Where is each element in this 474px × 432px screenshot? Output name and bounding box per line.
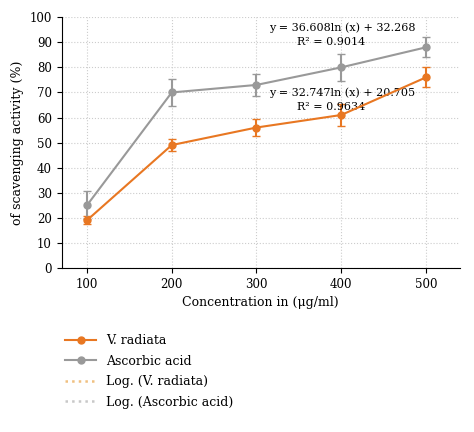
- X-axis label: Concentration in (μg/ml): Concentration in (μg/ml): [182, 296, 339, 309]
- Legend: V. radiata, Ascorbic acid, Log. (V. radiata), Log. (Ascorbic acid): V. radiata, Ascorbic acid, Log. (V. radi…: [60, 329, 238, 414]
- Y-axis label: of scavenging activity (%): of scavenging activity (%): [11, 60, 24, 225]
- Text: y = 36.608ln (x) + 32.268
        R² = 0.9014: y = 36.608ln (x) + 32.268 R² = 0.9014: [269, 22, 415, 47]
- Text: y = 32.747ln (x) + 20.705
        R² = 0.9634: y = 32.747ln (x) + 20.705 R² = 0.9634: [269, 87, 415, 112]
